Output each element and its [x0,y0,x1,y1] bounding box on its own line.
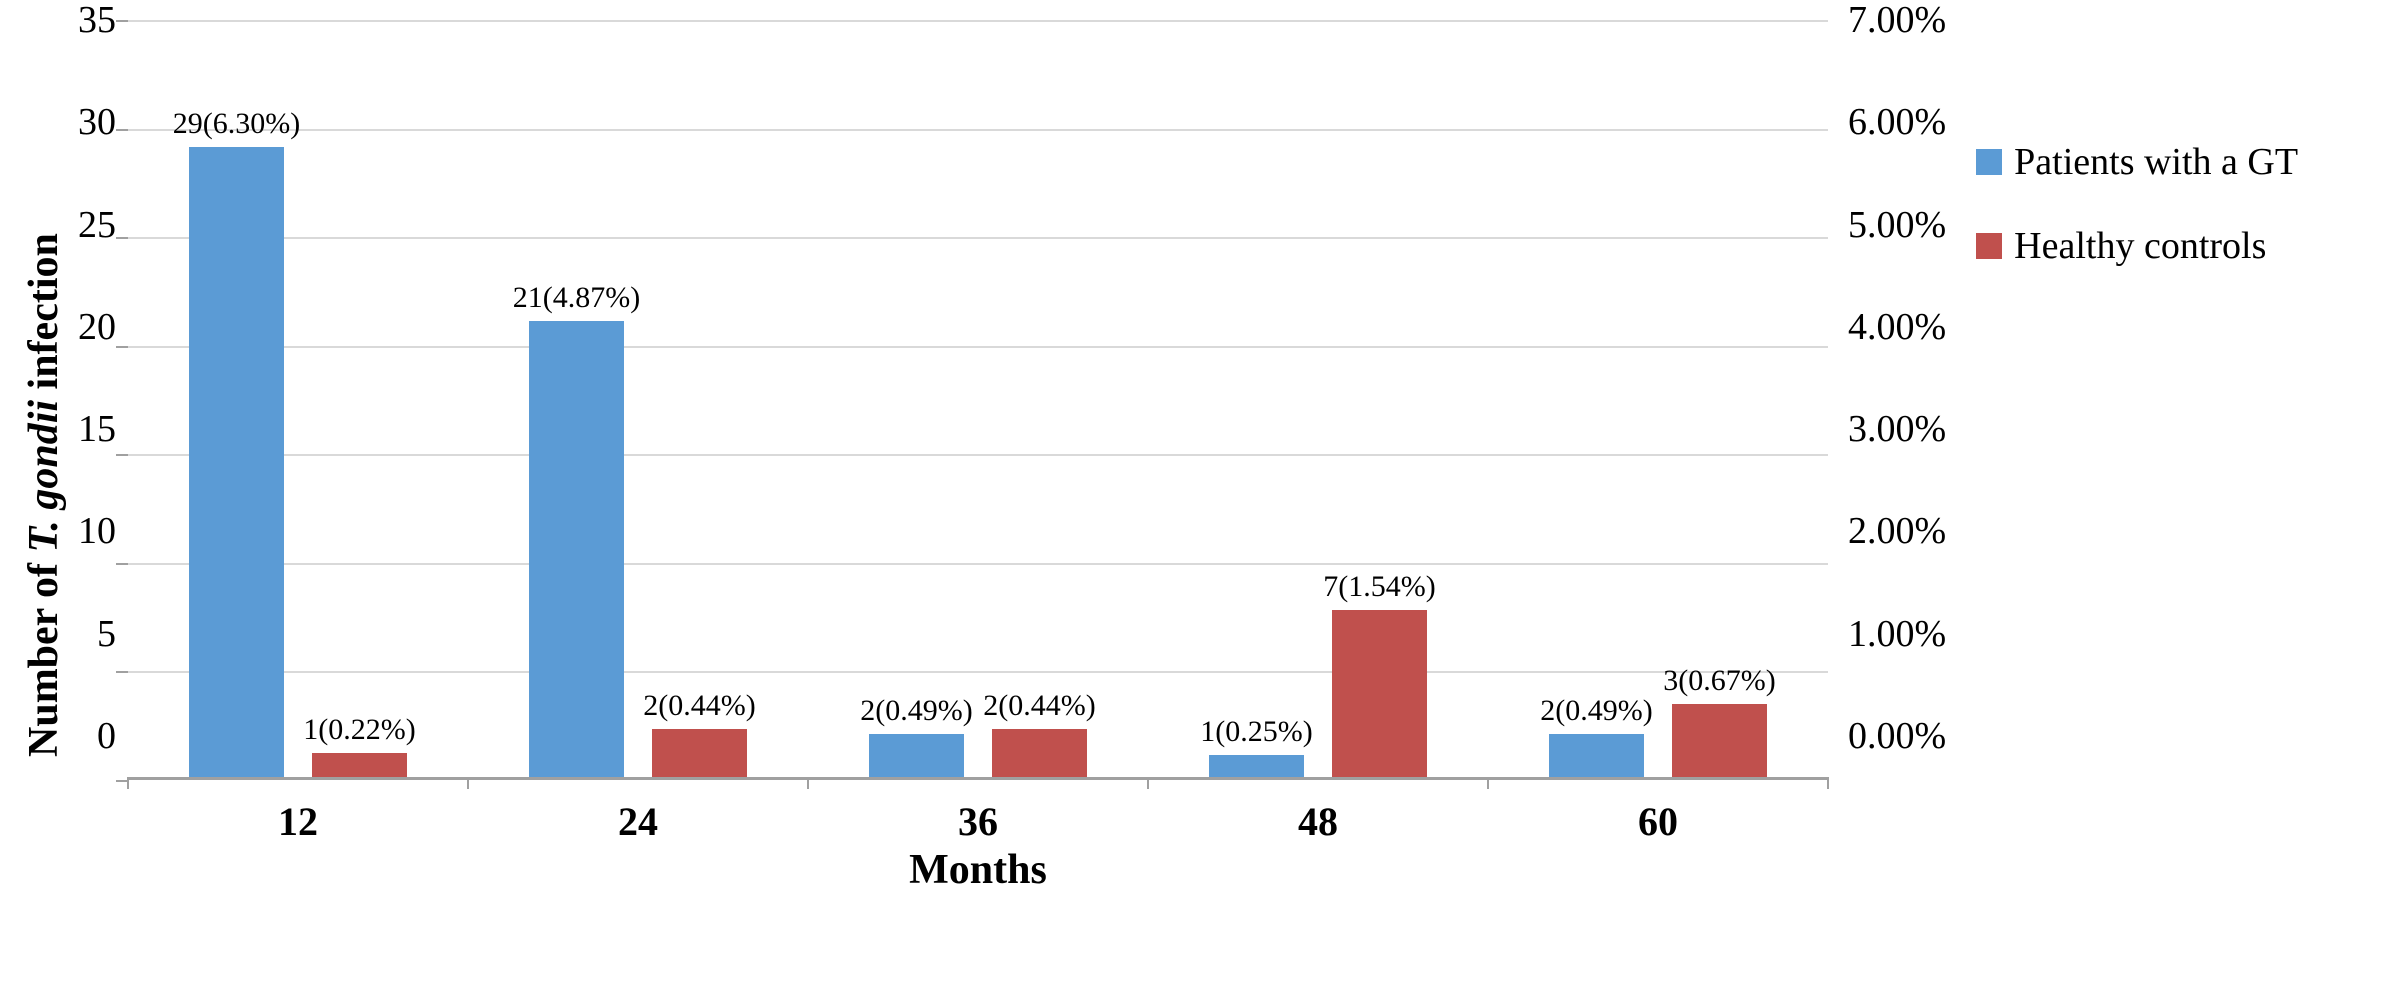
bar-controls [652,729,747,777]
bar-label: 1(0.22%) [303,713,415,747]
x-axis-title: Months [128,846,1828,894]
legend-label: Healthy controls [2014,224,2266,268]
y1-tickmark [116,671,128,673]
gridline [128,129,1828,131]
bar-label: 1(0.25%) [1200,715,1312,749]
bar-label: 3(0.67%) [1663,664,1775,698]
y1-tickmark [116,20,128,22]
x-tick-label: 36 [958,798,998,845]
legend: Patients with a GT Healthy controls [1976,140,2298,308]
y2-tick-label: 2.00% [1848,509,1946,553]
y1-tick-label: 25 [78,203,116,247]
y2-tick-labels: 7.00%6.00%5.00%4.00%3.00%2.00%1.00%0.00% [1828,20,1946,780]
gridline [128,563,1828,565]
chart-container: Number of T. gondii infection 3530252015… [20,20,2408,969]
plot-area: 29(6.30%) 1(0.22%) 21(4.87%) 2(0.44%) 2(0.49… [128,20,1828,780]
bar-patients [189,147,284,777]
bar-controls [1672,704,1767,777]
gridline [128,346,1828,348]
y1-tickmark [116,129,128,131]
y2-tick-label: 4.00% [1848,305,1946,349]
y2-tick-label: 5.00% [1848,203,1946,247]
bar-label: 7(1.54%) [1323,570,1435,604]
y2-tick-label: 7.00% [1848,0,1946,42]
y2-tick-label: 1.00% [1848,612,1946,656]
y1-title-prefix: Number of [21,552,67,757]
bar-patients [1209,755,1304,777]
bar-label: 29(6.30%) [173,107,300,141]
y1-tick-labels: 35302520151050 [78,20,128,780]
gridline [128,20,1828,22]
y1-tick-label: 30 [78,100,116,144]
bar-label: 2(0.49%) [860,694,972,728]
bar-patients [869,734,964,777]
bar-label: 2(0.44%) [643,689,755,723]
bar-patients [529,321,624,777]
legend-swatch [1976,233,2002,259]
legend-swatch [1976,149,2002,175]
y1-tick-label: 15 [78,407,116,451]
y1-tickmark [116,563,128,565]
y1-tick-label: 10 [78,509,116,553]
x-tick-label: 48 [1298,798,1338,845]
y1-axis-title: Number of T. gondii infection [20,95,68,895]
x-tick-label: 60 [1638,798,1678,845]
y2-tick-label: 3.00% [1848,407,1946,451]
gridline [128,237,1828,239]
bar-label: 21(4.87%) [513,281,640,315]
legend-item: Healthy controls [1976,224,2298,268]
legend-item: Patients with a GT [1976,140,2298,184]
bar-patients [1549,734,1644,777]
gridline [128,454,1828,456]
y1-tickmark [116,346,128,348]
y1-tick-label: 20 [78,305,116,349]
bar-controls [1332,610,1427,777]
bar-controls [312,753,407,777]
bar-controls [992,729,1087,777]
legend-label: Patients with a GT [2014,140,2298,184]
plot-wrap: 29(6.30%) 1(0.22%) 21(4.87%) 2(0.44%) 2(0.49… [128,20,1828,894]
y2-tick-label: 6.00% [1848,100,1946,144]
gridline [128,671,1828,673]
y1-tickmark [116,237,128,239]
y1-tick-label: 0 [78,714,116,758]
y1-title-italic: T. gondii [21,399,67,552]
x-tick-label: 24 [618,798,658,845]
y1-title-suffix: infection [21,233,67,400]
y1-tick-label: 35 [78,0,116,42]
y2-tick-label: 0.00% [1848,714,1946,758]
y1-tickmark [116,454,128,456]
y1-tick-label: 5 [78,612,116,656]
bar-label: 2(0.44%) [983,689,1095,723]
x-tick-labels: 1224364860 [128,780,1828,840]
x-tick-label: 12 [278,798,318,845]
bar-label: 2(0.49%) [1540,694,1652,728]
